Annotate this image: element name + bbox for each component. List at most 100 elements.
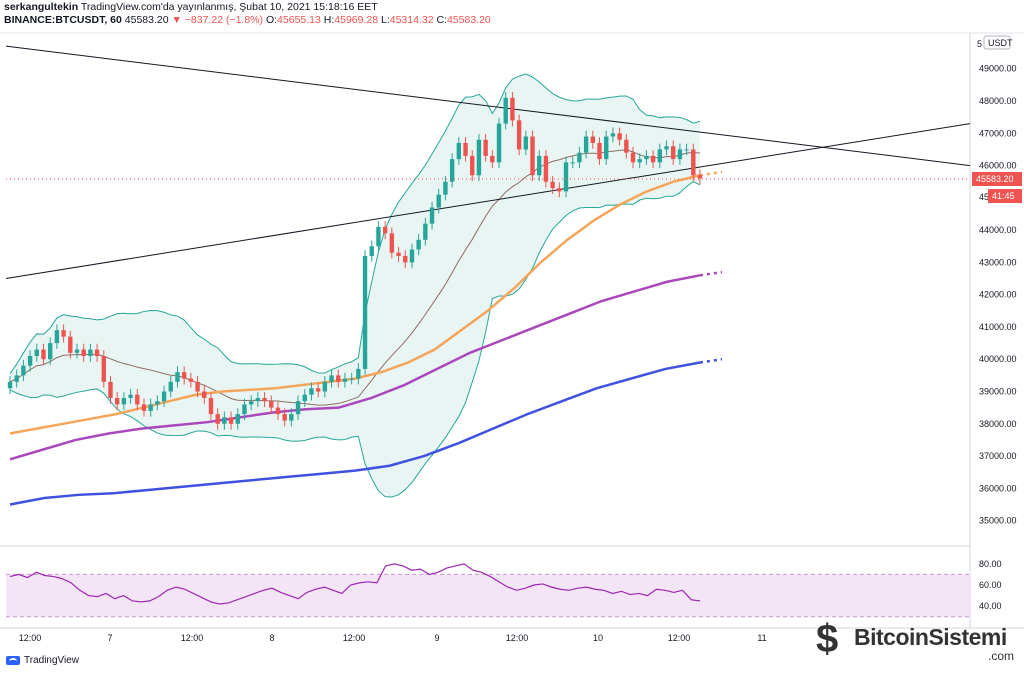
candle-body (490, 155, 495, 163)
rsi-band (6, 574, 970, 617)
candle-body (691, 149, 696, 176)
candle-body (74, 349, 80, 353)
candle-body (302, 394, 307, 402)
footer-brand[interactable]: TradingView (24, 655, 80, 666)
symbol-label[interactable]: BINANCE:BTCUSDT, 60 (4, 14, 122, 26)
candle-body (604, 136, 609, 160)
candle-body (557, 188, 562, 192)
price-tick-label: 42000.00 (979, 290, 1017, 300)
candle-body (175, 372, 180, 382)
candle-body (369, 246, 374, 256)
candle-body (141, 404, 147, 411)
candle-body (61, 330, 66, 337)
candle-body (644, 155, 649, 160)
candle-body (188, 378, 194, 382)
candle-body (650, 155, 656, 163)
price-tick-label: 35000.00 (979, 516, 1017, 526)
last-price-badge-text: 45583.20 (976, 174, 1014, 184)
candle-body (617, 133, 622, 140)
candle-body (255, 397, 261, 402)
candle-body (577, 152, 582, 163)
candle-body (470, 155, 475, 176)
last-price: 45583.20 (124, 14, 169, 26)
candle-body (322, 381, 328, 392)
candle-body (14, 375, 19, 382)
open-value: 45655.13 (277, 14, 321, 26)
candle-body (155, 401, 160, 405)
candle-body (516, 120, 522, 150)
candle-body (597, 142, 602, 160)
candle-body (389, 233, 395, 253)
price-tick-label: 43000.00 (979, 257, 1017, 267)
ma-200-line-projection (699, 358, 723, 364)
rsi-line (9, 563, 701, 605)
time-tick-label: 7 (107, 633, 112, 643)
time-tick-label: 10 (593, 633, 603, 643)
time-tick-label: 12:00 (506, 633, 529, 643)
candle-body (195, 381, 200, 392)
candle-body (282, 414, 287, 421)
bollinger-fill (10, 73, 700, 498)
candle-body (590, 136, 596, 143)
candle-body (248, 401, 254, 405)
candle-body (463, 142, 468, 156)
price-tick-label: 38000.00 (979, 419, 1017, 429)
candle-body (429, 207, 435, 224)
candle-body (570, 162, 575, 164)
low-value: 45314.32 (389, 14, 434, 26)
price-tick-label: 37000.00 (979, 451, 1017, 461)
candle-body (161, 391, 167, 402)
candle-body (376, 226, 381, 247)
ma-100-line-projection (699, 270, 723, 277)
price-tick-label: 48000.00 (979, 96, 1017, 106)
candle-body (81, 349, 86, 357)
publish-info: serkangultekin TradingView.com'da yayınl… (4, 1, 491, 14)
candle-body (550, 181, 555, 189)
candle-body (637, 159, 642, 163)
price-tick-label: 36000.00 (979, 483, 1017, 493)
candle-body (396, 252, 401, 256)
rsi-tick-label: 40.00 (979, 601, 1002, 611)
candle-body (496, 123, 502, 163)
candle-body (94, 349, 100, 357)
candle-body (215, 414, 220, 424)
candle-body (228, 417, 234, 424)
price-tick-label: 47000.00 (979, 128, 1017, 138)
candle-body (510, 97, 515, 121)
candle-body (403, 255, 408, 263)
currency-badge (983, 35, 1011, 50)
candle-body (309, 388, 314, 395)
time-tick-label: 12:00 (181, 633, 204, 643)
candle-body (27, 356, 33, 366)
candle-body (684, 149, 689, 151)
candle-body (148, 404, 153, 411)
price-tick-label: 44000.00 (979, 225, 1017, 235)
high-label: H: (323, 14, 335, 26)
ohlc-legend: BINANCE:BTCUSDT, 60 45583.20 ▼ −837.22 (… (4, 14, 491, 27)
candle-body (315, 388, 321, 392)
candle-body (671, 146, 676, 160)
candle-body (329, 375, 334, 382)
candle-body (242, 404, 247, 415)
candle-body (664, 146, 669, 150)
candle-body (456, 142, 462, 160)
candle-body (168, 381, 173, 392)
candle-body (34, 349, 39, 357)
bitcoin-logo-icon: $ (816, 617, 839, 661)
author-name[interactable]: serkangultekin (4, 1, 79, 13)
chart-header: serkangultekin TradingView.com'da yayınl… (4, 1, 491, 27)
trendline-2 (5, 123, 971, 280)
candle-body (202, 391, 207, 398)
countdown-badge-text: 41:45 (992, 191, 1015, 201)
close-label: C: (436, 14, 447, 26)
price-tick-label: 39000.00 (979, 387, 1017, 397)
candle-body (101, 356, 106, 382)
candle-body (503, 97, 508, 124)
candle-body (523, 136, 529, 150)
low-label: L: (380, 14, 390, 26)
candle-body (657, 149, 663, 163)
candle-body (295, 401, 301, 415)
price-tick-label: 49000.00 (979, 64, 1017, 74)
ma-50-line-projection (699, 170, 723, 177)
